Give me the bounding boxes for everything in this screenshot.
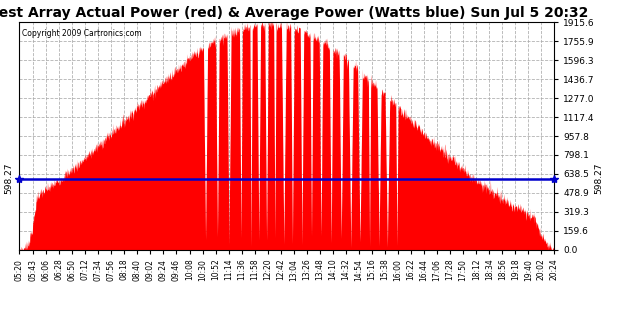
Title: West Array Actual Power (red) & Average Power (Watts blue) Sun Jul 5 20:32: West Array Actual Power (red) & Average … xyxy=(0,6,589,20)
Text: Copyright 2009 Cartronics.com: Copyright 2009 Cartronics.com xyxy=(21,29,141,38)
Text: 598.27: 598.27 xyxy=(595,163,604,194)
Text: 598.27: 598.27 xyxy=(4,163,14,194)
